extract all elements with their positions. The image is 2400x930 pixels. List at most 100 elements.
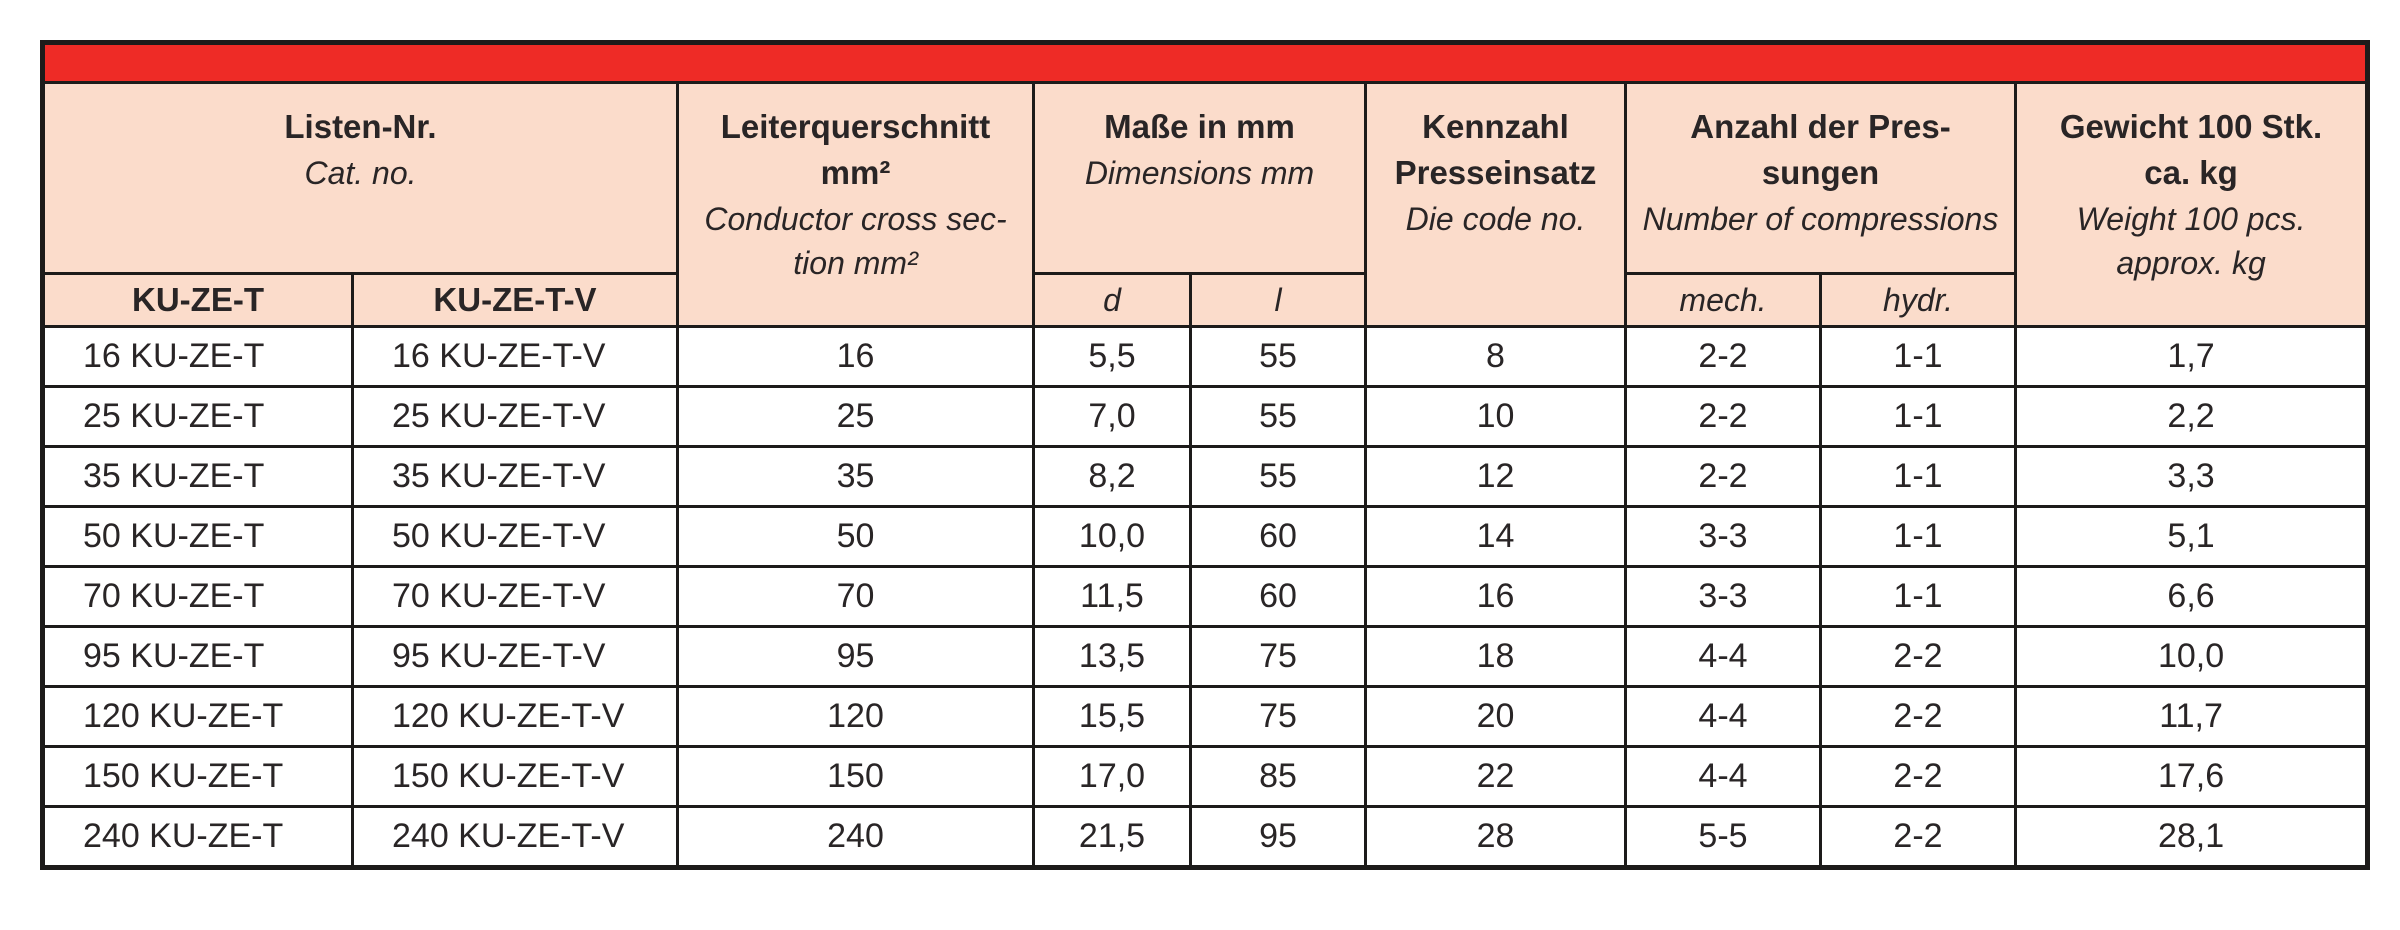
cell-mech: 2-2 — [1624, 445, 1822, 508]
cell-d: 21,5 — [1032, 805, 1192, 869]
cell-d: 11,5 — [1032, 565, 1192, 628]
cell-mech: 2-2 — [1624, 325, 1822, 388]
cell-l: 55 — [1189, 445, 1367, 508]
header-masse-title: Maße in mm — [1104, 108, 1295, 145]
table-row: 240 KU-ZE-T 240 KU-ZE-T-V 240 21,5 95 28 5-5 2-… — [41, 805, 2370, 869]
cell-cross-section: 70 — [676, 565, 1035, 628]
cell-d: 15,5 — [1032, 685, 1192, 748]
cell-ku-ze-t: 70 KU-ZE-T — [41, 565, 354, 628]
cell-die-code: 14 — [1364, 505, 1627, 568]
cell-weight: 6,6 — [2013, 565, 2370, 628]
cell-cross-section: 50 — [676, 505, 1035, 568]
cell-hydr: 1-1 — [1819, 505, 2017, 568]
cell-cross-section: 25 — [676, 385, 1035, 448]
cell-die-code: 12 — [1364, 445, 1627, 508]
cell-hydr: 1-1 — [1819, 565, 2017, 628]
cell-hydr: 1-1 — [1819, 385, 2017, 448]
header-kennzahl-title: Kennzahl Presseinsatz — [1394, 108, 1597, 192]
product-table: Listen-Nr. Cat. no. Leiterquerschnitt mm… — [40, 40, 2371, 870]
header-row-sub: KU-ZE-T KU-ZE-T-V d l mech. hydr. — [41, 272, 2368, 328]
subheader-l: l — [1189, 272, 1367, 328]
cell-weight: 10,0 — [2013, 625, 2370, 688]
cell-ku-ze-t: 50 KU-ZE-T — [41, 505, 354, 568]
table-row: 35 KU-ZE-T 35 KU-ZE-T-V 35 8,2 55 12 2-2 1-1 3,3 — [41, 445, 2370, 508]
cell-d: 13,5 — [1032, 625, 1192, 688]
accent-bar-row — [40, 41, 2370, 84]
cell-ku-ze-t-v: 16 KU-ZE-T-V — [351, 325, 679, 388]
cell-die-code: 28 — [1364, 805, 1627, 869]
header-kennzahl: Kennzahl Presseinsatz Die code no. — [1364, 81, 1627, 328]
subheader-ku-ze-t-label: KU-ZE-T — [132, 281, 264, 318]
subheader-ku-ze-t: KU-ZE-T — [41, 272, 354, 328]
table-body: 16 KU-ZE-T 16 KU-ZE-T-V 16 5,5 55 8 2-2 1-1 1,7 2… — [41, 325, 2370, 869]
subheader-ku-ze-t-v-label: KU-ZE-T-V — [433, 281, 597, 318]
header-masse-subtitle: Dimensions mm — [1084, 155, 1315, 192]
cell-l: 95 — [1189, 805, 1367, 869]
cell-mech: 2-2 — [1624, 385, 1822, 448]
cell-ku-ze-t-v: 120 KU-ZE-T-V — [351, 685, 679, 748]
subheader-d: d — [1032, 272, 1192, 328]
cell-cross-section: 35 — [676, 445, 1035, 508]
header-gewicht: Gewicht 100 Stk. ca. kg Weight 100 pcs. … — [2013, 81, 2370, 328]
cell-l: 85 — [1189, 745, 1367, 808]
cell-ku-ze-t-v: 25 KU-ZE-T-V — [351, 385, 679, 448]
cell-die-code: 8 — [1364, 325, 1627, 388]
cell-ku-ze-t-v: 95 KU-ZE-T-V — [351, 625, 679, 688]
cell-mech: 5-5 — [1624, 805, 1822, 869]
cell-mech: 4-4 — [1624, 745, 1822, 808]
table-row: 70 KU-ZE-T 70 KU-ZE-T-V 70 11,5 60 16 3-3 1-1 6,… — [41, 565, 2370, 628]
cell-l: 75 — [1189, 625, 1367, 688]
header-leiterquerschnitt-title: Leiterquerschnitt mm² — [720, 108, 991, 192]
cell-die-code: 10 — [1364, 385, 1627, 448]
cell-weight: 2,2 — [2013, 385, 2370, 448]
table-row: 25 KU-ZE-T 25 KU-ZE-T-V 25 7,0 55 10 2-2 1-1 2,2 — [41, 385, 2370, 448]
cell-ku-ze-t-v: 240 KU-ZE-T-V — [351, 805, 679, 869]
header-leiterquerschnitt-subtitle: Conductor cross sec- tion mm² — [704, 201, 1007, 281]
header-listen-nr: Listen-Nr. Cat. no. — [41, 81, 679, 275]
table-row: 150 KU-ZE-T 150 KU-ZE-T-V 150 17,0 85 22 4-4 2-… — [41, 745, 2370, 808]
subheader-ku-ze-t-v: KU-ZE-T-V — [351, 272, 679, 328]
cell-cross-section: 16 — [676, 325, 1035, 388]
header-anzahl-pressungen-title: Anzahl der Pres- sungen — [1690, 108, 1951, 192]
subheader-hydr: hydr. — [1819, 272, 2017, 328]
header-kennzahl-subtitle: Die code no. — [1405, 201, 1586, 238]
cell-mech: 3-3 — [1624, 505, 1822, 568]
cell-mech: 4-4 — [1624, 625, 1822, 688]
header-anzahl-pressungen-subtitle: Number of compressions — [1642, 201, 1999, 238]
cell-ku-ze-t: 120 KU-ZE-T — [41, 685, 354, 748]
header-anzahl-pressungen: Anzahl der Pres- sungen Number of compre… — [1624, 81, 2017, 275]
cell-hydr: 2-2 — [1819, 625, 2017, 688]
cell-mech: 3-3 — [1624, 565, 1822, 628]
cell-ku-ze-t-v: 50 KU-ZE-T-V — [351, 505, 679, 568]
cell-ku-ze-t-v: 150 KU-ZE-T-V — [351, 745, 679, 808]
subheader-d-label: d — [1103, 281, 1121, 318]
cell-ku-ze-t: 25 KU-ZE-T — [41, 385, 354, 448]
cell-l: 75 — [1189, 685, 1367, 748]
cell-cross-section: 120 — [676, 685, 1035, 748]
cell-ku-ze-t: 240 KU-ZE-T — [41, 805, 354, 869]
cell-d: 7,0 — [1032, 385, 1192, 448]
header-listen-nr-subtitle: Cat. no. — [304, 155, 417, 192]
cell-d: 5,5 — [1032, 325, 1192, 388]
header-gewicht-title: Gewicht 100 Stk. ca. kg — [2059, 108, 2323, 192]
subheader-hydr-label: hydr. — [1883, 281, 1953, 318]
cell-weight: 1,7 — [2013, 325, 2370, 388]
cell-weight: 11,7 — [2013, 685, 2370, 748]
cell-d: 17,0 — [1032, 745, 1192, 808]
cell-mech: 4-4 — [1624, 685, 1822, 748]
cell-ku-ze-t: 35 KU-ZE-T — [41, 445, 354, 508]
cell-d: 8,2 — [1032, 445, 1192, 508]
subheader-l-label: l — [1274, 281, 1282, 318]
table-row: 16 KU-ZE-T 16 KU-ZE-T-V 16 5,5 55 8 2-2 1-1 1,7 — [41, 325, 2370, 388]
cell-die-code: 20 — [1364, 685, 1627, 748]
header-leiterquerschnitt: Leiterquerschnitt mm² Conductor cross se… — [676, 81, 1035, 328]
cell-l: 60 — [1189, 505, 1367, 568]
accent-bar — [40, 41, 2370, 84]
cell-l: 55 — [1189, 325, 1367, 388]
cell-l: 60 — [1189, 565, 1367, 628]
cell-cross-section: 240 — [676, 805, 1035, 869]
cell-l: 55 — [1189, 385, 1367, 448]
cell-hydr: 2-2 — [1819, 745, 2017, 808]
cell-cross-section: 95 — [676, 625, 1035, 688]
